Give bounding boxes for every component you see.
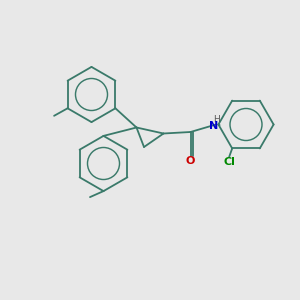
Text: N: N	[209, 121, 218, 131]
Text: H: H	[213, 115, 219, 124]
Text: O: O	[186, 156, 195, 167]
Text: Cl: Cl	[223, 157, 235, 167]
